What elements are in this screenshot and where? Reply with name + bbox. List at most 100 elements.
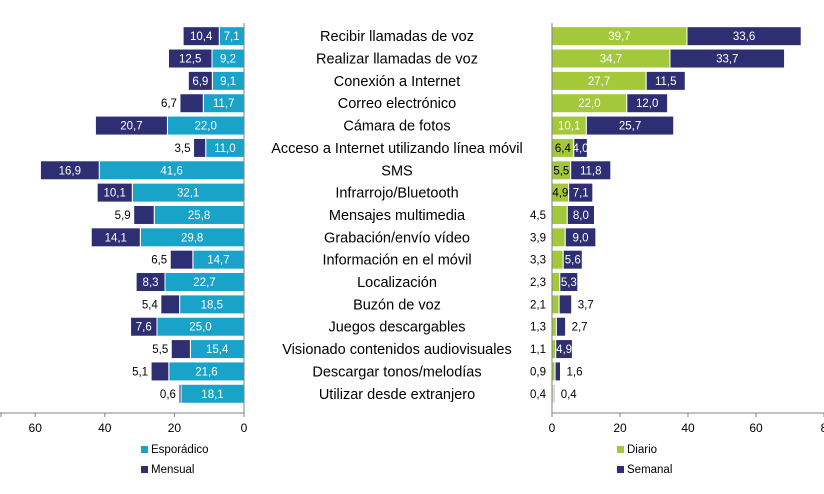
data-label-mensual: 14,1	[105, 232, 127, 244]
bar-semanal	[570, 160, 612, 181]
data-label-mensual: 6,5	[151, 255, 167, 267]
data-label-esporadico: 29,8	[181, 232, 203, 244]
category-label: Realizar llamadas de voz	[316, 52, 478, 68]
bar-mensual	[182, 26, 220, 47]
data-label-semanal: 4,9	[556, 344, 572, 356]
data-label-esporadico: 25,0	[189, 322, 211, 334]
category-label: Cámara de fotos	[343, 119, 450, 135]
data-label-diario: 1,1	[530, 344, 546, 356]
data-label-esporadico: 18,5	[201, 299, 223, 311]
bar-semanal	[585, 115, 675, 136]
data-label-semanal: 33,7	[716, 54, 738, 66]
bar-diario	[551, 316, 557, 337]
category-label: SMS	[381, 163, 412, 179]
category-label: Visionado contenidos audiovisuales	[282, 342, 511, 358]
bar-semanal	[555, 339, 573, 360]
tick-label-right: 20	[613, 421, 627, 435]
data-label-diario: 5,5	[553, 165, 569, 177]
data-label-esporadico: 32,1	[177, 188, 199, 200]
bar-mensual	[90, 227, 141, 248]
data-label-mensual: 12,5	[179, 54, 201, 66]
data-label-diario: 4,5	[530, 210, 546, 222]
bar-mensual	[150, 361, 170, 382]
data-label-esporadico: 15,4	[206, 344, 229, 356]
data-label-esporadico: 18,1	[201, 389, 223, 401]
legend-swatch-mensual	[141, 466, 148, 473]
data-label-mensual: 0,6	[160, 389, 176, 401]
bar-mensual	[179, 93, 204, 114]
bar-semanal	[552, 383, 556, 404]
legend-label-diario: Diario	[627, 444, 657, 456]
data-label-mensual: 6,7	[161, 98, 177, 110]
legend-swatch-esporadico	[141, 446, 148, 453]
category-label: Conexión a Internet	[334, 74, 461, 90]
tick-label-left: 40	[98, 421, 112, 435]
data-label-semanal: 11,8	[580, 165, 602, 177]
bar-semanal	[555, 316, 567, 337]
bar-mensual	[96, 182, 133, 203]
category-label: Recibir llamadas de voz	[320, 29, 474, 45]
category-label: Utilizar desde extranjero	[319, 387, 475, 403]
tick-label-left: 20	[168, 421, 182, 435]
bar-mensual	[170, 339, 191, 360]
bar-semanal	[645, 70, 686, 91]
bar-mensual	[133, 204, 155, 225]
tick-label-left: 60	[29, 421, 43, 435]
bar-diario	[551, 272, 561, 293]
data-label-semanal: 0,4	[561, 389, 578, 401]
bar-semanal	[554, 361, 561, 382]
data-label-esporadico: 11,7	[213, 98, 235, 110]
data-label-semanal: 12,0	[636, 98, 658, 110]
bar-mensual	[193, 137, 207, 158]
data-label-esporadico: 9,1	[220, 76, 236, 88]
tick-label-right: 60	[749, 421, 763, 435]
data-label-diario: 10,1	[558, 121, 580, 133]
category-label: Juegos descargables	[328, 320, 465, 336]
data-label-semanal: 4,0	[573, 143, 589, 155]
category-label: Descargar tonos/melodías	[312, 364, 481, 380]
data-label-semanal: 3,7	[578, 299, 594, 311]
data-label-diario: 1,3	[530, 322, 546, 334]
bar-semanal	[669, 48, 786, 69]
category-label: Mensajes multimedia	[329, 208, 466, 224]
bar-mensual	[160, 294, 181, 315]
data-label-semanal: 8,0	[573, 210, 589, 222]
category-label: Correo electrónico	[338, 96, 456, 112]
data-label-semanal: 33,6	[733, 31, 755, 43]
data-label-esporadico: 21,6	[195, 366, 217, 378]
bar-diario	[551, 204, 568, 225]
data-label-semanal: 25,7	[619, 121, 641, 133]
data-label-diario: 6,4	[555, 143, 572, 155]
data-label-mensual: 5,4	[142, 299, 159, 311]
bar-mensual	[135, 272, 166, 293]
data-label-semanal: 2,7	[572, 322, 588, 334]
legend-label-semanal: Semanal	[627, 464, 672, 476]
bar-mensual	[39, 160, 100, 181]
data-label-semanal: 5,6	[565, 255, 581, 267]
data-label-esporadico: 41,6	[160, 165, 182, 177]
bar-mensual	[169, 249, 194, 270]
bar-mensual	[167, 48, 213, 69]
data-label-semanal: 11,5	[655, 76, 677, 88]
bar-mensual	[178, 383, 182, 404]
bar-semanal	[559, 272, 579, 293]
bar-mensual	[187, 70, 213, 91]
data-label-diario: 34,7	[600, 54, 622, 66]
data-label-diario: 39,7	[608, 31, 630, 43]
data-label-diario: 0,9	[530, 366, 546, 378]
data-label-diario: 0,4	[530, 389, 547, 401]
data-label-mensual: 8,3	[143, 277, 159, 289]
data-label-mensual: 7,6	[136, 322, 152, 334]
category-label: Grabación/envío vídeo	[324, 230, 470, 246]
data-label-semanal: 7,1	[573, 188, 589, 200]
data-label-semanal: 1,6	[567, 366, 583, 378]
category-label: Acceso a Internet utilizando línea móvil	[271, 141, 522, 157]
bar-mensual	[130, 316, 158, 337]
data-label-diario: 3,3	[530, 255, 546, 267]
data-label-semanal: 5,3	[561, 277, 577, 289]
bar-mensual	[94, 115, 168, 136]
data-label-diario: 2,1	[530, 299, 546, 311]
data-label-mensual: 5,1	[132, 366, 148, 378]
